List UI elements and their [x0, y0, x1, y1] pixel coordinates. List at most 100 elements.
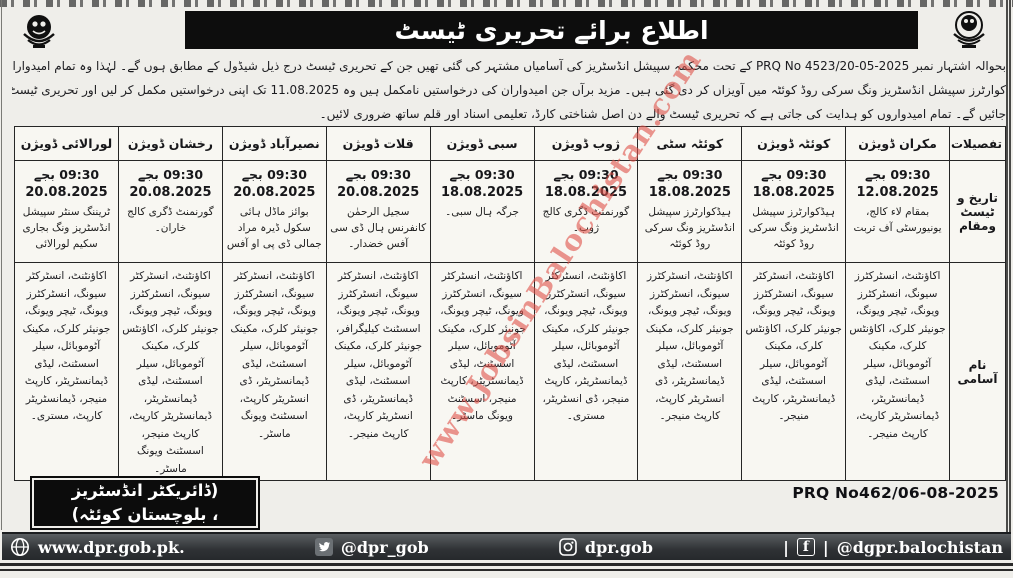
ad-title-banner: اطلاع برائے تحریری ٹیسٹ: [185, 11, 918, 49]
schedule-cell-makran: 09:30 بجے 12.08.2025 بمقام لاء کالج، یون…: [845, 160, 950, 263]
column-header-zhob: ژوب ڈویژن: [533, 126, 639, 161]
test-date: 18.08.2025: [752, 185, 835, 200]
intro-paragraph: بحوالہ اشتہار نمبر PRQ No 4523/20-05-202…: [12, 54, 1006, 126]
test-venue: ہیڈکوارٹرز سپیشل انڈسٹریز ونگ سرکی روڈ ک…: [748, 206, 839, 250]
column-header-kalat: قلات ڈویژن: [325, 126, 431, 161]
facebook-link[interactable]: | f | @dgpr.balochistan: [783, 538, 1003, 557]
test-time: 09:30 بجے: [449, 167, 515, 182]
posts-cell-quetta-division: اکاؤنٹنٹ، انسٹرکٹر سیونگ، انسٹرکٹرز ویون…: [741, 262, 847, 481]
schedule-cell-quetta-city: 09:30 بجے 18.08.2025 ہیڈکوارٹرز سپیشل ان…: [637, 160, 743, 263]
test-date: 20.08.2025: [129, 185, 212, 200]
column-header-sibi: سبی ڈویژن: [429, 126, 535, 161]
test-venue: سجیل الرحمٰن کانفرنس ہال ڈی سی آفس خضدار…: [330, 206, 427, 250]
posts-cell-loralai: اکاؤنٹنٹ، انسٹرکٹر سیونگ، انسٹرکٹرز ویون…: [14, 262, 119, 481]
details-header-cell: تفصیلات: [949, 126, 1006, 161]
posts-list: اکاؤنٹنٹ، انسٹرکٹر سیونگ، انسٹرکٹرز ویون…: [438, 270, 526, 422]
test-venue: بوائز ماڈل ہائی سکول ڈیرہ مراد جمالی ڈی …: [226, 206, 322, 250]
prq-reference-number: PRQ No462/06-08-2025: [792, 484, 999, 502]
posts-list: اکاؤنٹنٹ، انسٹرکٹر سیونگ، انسٹرکٹرز ویون…: [122, 270, 219, 475]
twitter-icon: [314, 538, 333, 556]
website-text: www.dpr.gob.pk.: [38, 537, 185, 557]
posts-cell-naseerabad: اکاؤنٹنٹ، انسٹرکٹر سیونگ، انسٹرکٹرز ویون…: [221, 262, 327, 481]
posts-cell-makran: اکاؤنٹنٹ، انسٹرکٹرز سیونگ، انسٹرکٹرز ویو…: [845, 262, 950, 481]
facebook-icon: f: [796, 538, 815, 556]
instagram-link[interactable]: dpr.gob: [559, 538, 653, 557]
cutoff-text-strip: [0, 0, 1013, 7]
left-column-rule: [1, 0, 2, 530]
test-date: 20.08.2025: [25, 185, 108, 200]
test-date: 18.08.2025: [544, 185, 628, 200]
row-label-post-names: نام آسامی: [949, 262, 1006, 481]
globe-icon: [10, 537, 30, 557]
twitter-handle: @dpr_gob: [340, 537, 429, 557]
schedule-cell-kalat: 09:30 بجے 20.08.2025 سجیل الرحمٰن کانفرن…: [325, 160, 431, 263]
test-date: 18.08.2025: [440, 185, 524, 200]
schedule-cell-loralai: 09:30 بجے 20.08.2025 ٹریننگ سنٹر سپیشل ا…: [14, 160, 119, 263]
facebook-handle: @dgpr.balochistan: [836, 537, 1003, 557]
posts-list: اکاؤنٹنٹ، انسٹرکٹرز سیونگ، انسٹرکٹرز ویو…: [645, 270, 734, 422]
social-footer-bar: www.dpr.gob.pk. @dpr_gob dpr.gob: [2, 532, 1011, 560]
schedule-cell-rakhshan: 09:30 بجے 20.08.2025 گورنمنٹ ڈگری کالج خ…: [118, 160, 223, 263]
ad-title: اطلاع برائے تحریری ٹیسٹ: [394, 15, 709, 45]
test-date: 18.08.2025: [648, 185, 731, 200]
table-header-row: تفصیلات مکران ڈویژن کوئٹہ ڈویژن کوئٹہ سٹ…: [14, 126, 1006, 161]
schedule-cell-sibi: 09:30 بجے 18.08.2025 جرگہ ہال سبی۔: [429, 160, 535, 263]
test-time: 09:30 بجے: [761, 167, 827, 182]
posts-list: اکاؤنٹنٹ، انسٹرکٹر سیونگ، انسٹرکٹرز ویون…: [334, 270, 423, 440]
test-schedule-table: تفصیلات مکران ڈویژن کوئٹہ ڈویژن کوئٹہ سٹ…: [14, 126, 1006, 481]
test-time: 09:30 بجے: [137, 167, 204, 182]
posts-cell-rakhshan: اکاؤنٹنٹ، انسٹرکٹر سیونگ، انسٹرکٹرز ویون…: [118, 262, 223, 481]
website-link[interactable]: www.dpr.gob.pk.: [10, 537, 185, 557]
government-crest-right-icon: [948, 8, 990, 56]
posts-cell-zhob: اکاؤنٹنٹ، انسٹرکٹر سیونگ، انسٹرکٹرز ویون…: [533, 262, 639, 481]
signature-line-2: ، بلوچستان کوئٹہ): [71, 505, 219, 524]
signature-block: (ڈائریکٹر انڈسٹریز ، بلوچستان کوئٹہ): [30, 476, 260, 530]
test-time: 09:30 بجے: [33, 167, 100, 182]
schedule-cell-quetta-division: 09:30 بجے 18.08.2025 ہیڈکوارٹرز سپیشل ان…: [741, 160, 847, 263]
separator-pipe: |: [822, 537, 829, 557]
test-date: 20.08.2025: [233, 185, 316, 200]
test-venue: ہیڈکوارٹرز سپیشل انڈسٹریز ونگ سرکی روڈ ک…: [644, 206, 735, 250]
test-venue: بمقام لاء کالج، یونیورسٹی آف تربت: [853, 206, 942, 234]
date-time-venue-row: تاریخ و ٹیسٹ ومقام 09:30 بجے 12.08.2025 …: [14, 160, 1006, 263]
posts-cell-sibi: اکاؤنٹنٹ، انسٹرکٹر سیونگ، انسٹرکٹرز ویون…: [429, 262, 535, 481]
test-time: 09:30 بجے: [345, 167, 411, 182]
column-header-quetta-city: کوئٹہ سٹی: [637, 126, 743, 161]
schedule-cell-naseerabad: 09:30 بجے 20.08.2025 بوائز ماڈل ہائی سکو…: [221, 160, 327, 263]
test-date: 20.08.2025: [337, 185, 420, 200]
right-column-rule: [1006, 0, 1011, 532]
intro-line-2: کوارٹرز سپیشل انڈسٹریز ونگ سرکی روڈ کوئٹ…: [12, 83, 1006, 97]
column-header-quetta-division: کوئٹہ ڈویژن: [741, 126, 847, 161]
test-venue: جرگہ ہال سبی۔: [445, 206, 520, 218]
posts-list: اکاؤنٹنٹ، انسٹرکٹرز سیونگ، انسٹرکٹرز ویو…: [849, 270, 946, 440]
government-crest-left-icon: [20, 12, 58, 54]
instagram-icon: [559, 538, 577, 556]
test-venue: گورنمنٹ ڈگری کالج ژوب۔: [542, 206, 630, 234]
test-time: 09:30 بجے: [241, 167, 307, 182]
posts-list: اکاؤنٹنٹ، انسٹرکٹر سیونگ، انسٹرکٹرز ویون…: [230, 270, 319, 440]
posts-list: اکاؤنٹنٹ، انسٹرکٹر سیونگ، انسٹرکٹرز ویون…: [745, 270, 842, 422]
column-header-naseerabad: نصیرآباد ڈویژن: [221, 126, 327, 161]
signature-line-1: (ڈائریکٹر انڈسٹریز: [71, 481, 219, 500]
twitter-link[interactable]: @dpr_gob: [314, 537, 429, 557]
posts-list: اکاؤنٹنٹ، انسٹرکٹر سیونگ، انسٹرکٹرز ویون…: [542, 270, 630, 422]
column-header-rakhshan: رخشان ڈویژن: [118, 126, 223, 161]
posts-cell-quetta-city: اکاؤنٹنٹ، انسٹرکٹرز سیونگ، انسٹرکٹرز ویو…: [637, 262, 743, 481]
schedule-cell-zhob: 09:30 بجے 18.08.2025 گورنمنٹ ڈگری کالج ژ…: [533, 160, 639, 263]
test-venue: ٹریننگ سنٹر سپیشل انڈسٹریز ونگ بجاری سکی…: [22, 206, 111, 250]
row-label-date-time-venue: تاریخ و ٹیسٹ ومقام: [949, 160, 1006, 263]
separator-pipe: |: [783, 537, 789, 557]
instagram-handle: dpr.gob: [584, 537, 653, 557]
test-time: 09:30 بجے: [553, 167, 619, 182]
column-header-loralai: لورالائی ڈویژن: [14, 126, 119, 161]
posts-list: اکاؤنٹنٹ، انسٹرکٹر سیونگ، انسٹرکٹرز ویون…: [22, 270, 111, 422]
posts-cell-kalat: اکاؤنٹنٹ، انسٹرکٹر سیونگ، انسٹرکٹرز ویون…: [325, 262, 431, 481]
bottom-rule-lines: [0, 563, 1013, 571]
column-header-makran: مکران ڈویژن: [845, 126, 950, 161]
intro-line-1: بحوالہ اشتہار نمبر PRQ No 4523/20-05-202…: [12, 59, 1006, 73]
test-venue: گورنمنٹ ڈگری کالج خاران۔: [127, 206, 214, 234]
test-time: 09:30 بجے: [657, 167, 723, 182]
intro-line-3: جائیں گے۔ تمام امیدواروں کو ہدایت کی جات…: [319, 107, 1006, 121]
test-date: 12.08.2025: [856, 185, 939, 200]
